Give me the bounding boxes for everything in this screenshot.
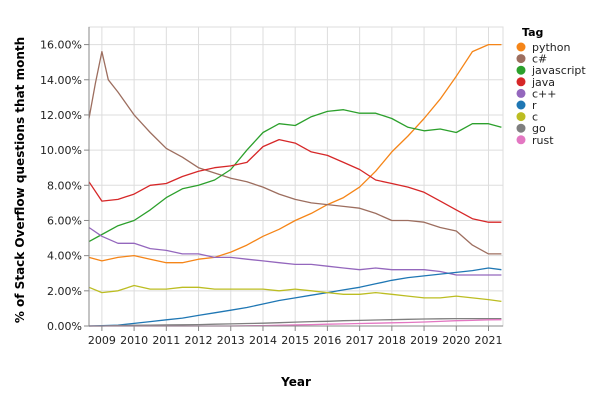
legend-label: r: [532, 99, 537, 112]
y-tick-label: 2.00%: [47, 285, 82, 298]
x-axis-ticks: 2009 2010 2011 2012 2013 2014 2015 2016 2017 2018…: [88, 326, 503, 347]
y-tick-label: 14.00%: [40, 74, 82, 87]
x-tick-label: 2018: [378, 334, 406, 347]
y-tick-label: 16.00%: [40, 39, 82, 52]
x-tick-label: 2011: [152, 334, 180, 347]
x-tick-label: 2017: [346, 334, 374, 347]
x-tick-label: 2016: [313, 334, 341, 347]
y-tick-label: 8.00%: [47, 179, 82, 192]
legend-label: java: [531, 76, 555, 89]
legend-label: c: [532, 111, 538, 124]
y-axis-title: % of Stack Overflow questions that month: [13, 37, 27, 323]
x-tick-label: 2019: [410, 334, 438, 347]
x-tick-label: 2013: [217, 334, 245, 347]
legend-label: c++: [532, 87, 556, 100]
legend-label: python: [532, 41, 571, 54]
legend-title: Tag: [522, 26, 543, 39]
plot-frame: [88, 26, 504, 327]
legend-swatch: [516, 112, 526, 122]
y-tick-label: 10.00%: [40, 144, 82, 157]
x-tick-label: 2015: [281, 334, 309, 347]
series-line-go: [89, 317, 502, 327]
x-tick-label: 2012: [185, 334, 213, 347]
legend-label: rust: [532, 134, 554, 147]
grid: [88, 26, 504, 327]
legend-swatch: [516, 42, 526, 52]
y-tick-label: 12.00%: [40, 109, 82, 122]
legend-swatch: [516, 77, 526, 87]
legend-swatch: [516, 123, 526, 133]
y-axis-ticks: 0.00% 2.00% 4.00% 6.00% 8.00% 10.00% 12.00% 14.…: [40, 39, 89, 333]
legend-swatch: [516, 88, 526, 98]
series-line-python: [88, 43, 502, 264]
x-tick-label: 2010: [120, 334, 148, 347]
legend-swatch: [516, 54, 526, 64]
legend-label: go: [532, 122, 546, 135]
series-line-cplusplus: [88, 226, 502, 276]
legend-swatch: [516, 100, 526, 110]
axes: [88, 27, 503, 327]
legend-swatch: [516, 135, 526, 145]
x-tick-label: 2009: [88, 334, 116, 347]
series-line-javascript: [88, 109, 502, 243]
y-tick-label: 6.00%: [47, 214, 82, 227]
x-axis-title: Year: [280, 375, 311, 389]
legend-swatch: [516, 65, 526, 75]
legend-label: c#: [532, 53, 547, 66]
y-tick-label: 4.00%: [47, 250, 82, 263]
series-line-r: [88, 267, 502, 327]
x-tick-label: 2021: [475, 334, 503, 347]
x-tick-label: 2020: [442, 334, 470, 347]
x-tick-label: 2014: [249, 334, 277, 347]
legend-label: javascript: [531, 64, 586, 77]
y-tick-label: 0.00%: [47, 320, 82, 333]
series-line-java: [88, 138, 502, 223]
series-line-c: [88, 284, 502, 303]
series-line-csharp: [88, 50, 502, 255]
